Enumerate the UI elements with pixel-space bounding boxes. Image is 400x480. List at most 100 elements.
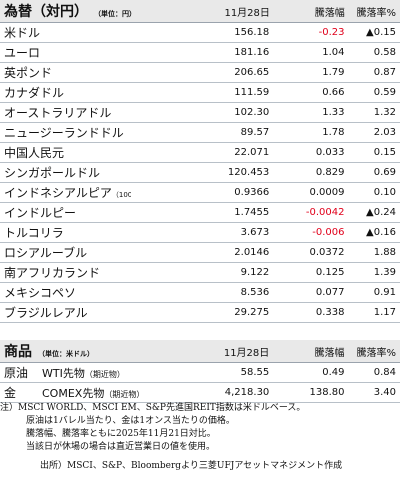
rate-value: 102.30 (234, 107, 270, 118)
change-pct: 0.58 (373, 47, 396, 58)
table-row: カナダドル 111.59 0.66 0.59 (0, 83, 400, 103)
currency-name-text: ユーロ (4, 46, 41, 60)
change-value: 0.033 (315, 147, 345, 158)
commodity-unit: （単位：米ドル） (38, 350, 94, 358)
table-row: 英ポンド 206.65 1.79 0.87 (0, 63, 400, 83)
rate-value: 1.7455 (234, 207, 270, 218)
table-row: 中国人民元 22.071 0.033 0.15 (0, 143, 400, 163)
currency-name: メキシコペソ (0, 284, 131, 301)
rate-value: 8.536 (240, 287, 270, 298)
contract-note: （期近物） (84, 369, 125, 379)
change-value: 0.829 (315, 167, 345, 178)
change-pct: ▲0.15 (366, 27, 396, 38)
rate-value: 120.453 (227, 167, 270, 178)
currency-name-text: メキシコペソ (4, 286, 77, 300)
table-row: ニュージーランドドル 89.57 1.78 2.03 (0, 123, 400, 143)
change-pct: ▲0.16 (366, 227, 396, 238)
note-line-2: 原油は1バレル当たり、金は1オンス当たりの価格。 (26, 416, 235, 426)
currency-name-text: ニュージーランドドル (4, 126, 124, 140)
currency-name: インドルピー (0, 204, 131, 221)
price-value: 4,218.30 (224, 387, 270, 398)
change-pct: 0.15 (373, 147, 396, 158)
table-row: ユーロ 181.16 1.04 0.58 (0, 43, 400, 63)
fx-body: 米ドル 156.18 -0.23 ▲0.15 ユーロ 181.16 1.04 0.58 英ポンド… (0, 23, 400, 323)
change-pct: 0.84 (373, 367, 396, 378)
currency-name-note: （100ルピア） (111, 191, 131, 199)
currency-name: 南アフリカランド (0, 264, 131, 281)
change-value: -0.0042 (305, 207, 345, 218)
contract-label: COMEX先物 (42, 386, 105, 400)
change-value: 0.077 (315, 287, 345, 298)
currency-name: ユーロ (0, 44, 131, 61)
rate-value: 0.9366 (234, 187, 270, 198)
currency-name: 英ポンド (0, 64, 131, 81)
rate-value: 2.0146 (234, 247, 270, 258)
change-value: 1.33 (322, 107, 345, 118)
table-row: シンガポールドル 120.453 0.829 0.69 (0, 163, 400, 183)
currency-name-text: オーストラリアドル (4, 106, 112, 120)
fx-col-pct: 騰落率% (356, 7, 396, 19)
note-line-1: 注）MSCI WORLD、MSCI EM、S&P先進国REIT指数は米ドルベース… (0, 403, 306, 413)
table-row: 米ドル 156.18 -0.23 ▲0.15 (0, 23, 400, 43)
currency-name: トルコリラ (0, 224, 131, 241)
change-pct: 1.17 (373, 307, 396, 318)
change-value: 0.0372 (309, 247, 345, 258)
currency-name: オーストラリアドル (0, 104, 131, 121)
commodity-table: 商品 （単位：米ドル） 11月28日 騰落幅 騰落率% 原油 WTI先物（期近物）… (0, 340, 400, 403)
change-value: 0.338 (315, 307, 345, 318)
rate-value: 9.122 (240, 267, 270, 278)
table-row: オーストラリアドル 102.30 1.33 1.32 (0, 103, 400, 123)
rate-value: 206.65 (234, 67, 270, 78)
change-pct: 0.69 (373, 167, 396, 178)
change-value: 0.66 (322, 87, 345, 98)
note-line-3: 騰落幅、騰落率ともに2025年11月21日対比。 (26, 429, 216, 439)
contract-note: （期近物） (104, 389, 145, 399)
change-value: 0.0009 (309, 187, 345, 198)
rate-value: 111.59 (234, 87, 270, 98)
currency-name: 中国人民元 (0, 144, 131, 161)
commodity-header: 商品 （単位：米ドル） 11月28日 騰落幅 騰落率% (0, 340, 400, 363)
table-row: 原油 WTI先物（期近物） 58.55 0.49 0.84 (0, 363, 400, 383)
table-row: 南アフリカランド 9.122 0.125 1.39 (0, 263, 400, 283)
change-value: 0.125 (315, 267, 345, 278)
currency-name-text: 中国人民元 (4, 146, 65, 160)
commodity-name-text: 金 (4, 386, 17, 400)
currency-name: ブラジルレアル (0, 304, 131, 321)
footnotes: 注）MSCI WORLD、MSCI EM、S&P先進国REIT指数は米ドルベース… (0, 402, 400, 473)
fx-table: 為替（対円） （単位：円） 11月28日 騰落幅 騰落率% 米ドル 156.18 -… (0, 0, 400, 323)
fx-col-change: 騰落幅 (314, 7, 345, 19)
table-row: 金 COMEX先物（期近物） 4,218.30 138.80 3.40 (0, 383, 400, 403)
change-pct: ▲0.24 (366, 207, 396, 218)
change-pct: 1.88 (373, 247, 396, 258)
currency-name-text: 英ポンド (4, 66, 53, 80)
currency-name-text: シンガポールドル (4, 166, 101, 180)
fx-col-date: 11月28日 (224, 7, 270, 19)
currency-name-text: トルコリラ (4, 226, 64, 240)
rate-value: 156.18 (234, 27, 270, 38)
table-row: インドルピー 1.7455 -0.0042 ▲0.24 (0, 203, 400, 223)
currency-name: ロシアルーブル (0, 244, 131, 261)
change-value: 1.04 (322, 47, 345, 58)
commodity-contract: WTI先物（期近物） (42, 365, 125, 381)
commodity-col-date: 11月28日 (223, 347, 270, 359)
currency-name: シンガポールドル (0, 164, 131, 181)
fx-unit: （単位：円） (94, 10, 136, 18)
commodity-name-text: 原油 (4, 366, 29, 380)
contract-label: WTI先物 (42, 366, 85, 380)
change-value: 1.79 (322, 67, 345, 78)
commodity-col-change: 騰落幅 (314, 347, 345, 359)
commodity-contract: COMEX先物（期近物） (42, 385, 144, 401)
currency-name-text: 南アフリカランド (4, 266, 101, 280)
source-note: 出所）MSCI、S&P、Bloombergより三菱UFJアセットマネジメント作成 (40, 461, 343, 471)
change-pct: 0.59 (373, 87, 396, 98)
change-pct: 2.03 (373, 127, 396, 138)
rate-value: 181.16 (234, 47, 270, 58)
change-value: -0.006 (312, 227, 345, 238)
change-pct: 0.10 (373, 187, 396, 198)
table-row: メキシコペソ 8.536 0.077 0.91 (0, 283, 400, 303)
currency-name: カナダドル (0, 84, 131, 101)
currency-name-text: インドルピー (4, 206, 77, 220)
note-line-4: 当該日が休場の場合は直近営業日の値を使用。 (26, 442, 216, 452)
change-pct: 3.40 (373, 387, 396, 398)
price-value: 58.55 (240, 367, 270, 378)
